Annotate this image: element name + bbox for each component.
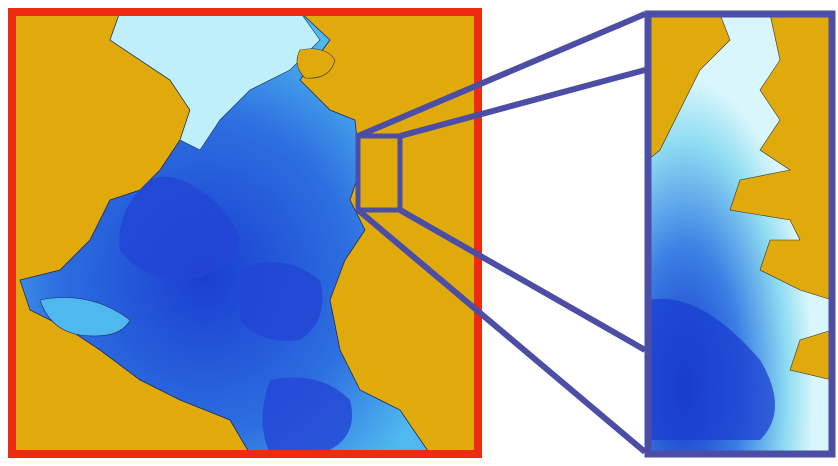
deep-basin-east [240, 262, 323, 341]
connector-line [356, 207, 647, 455]
zoom-indicator [355, 11, 647, 455]
deep-basin-west [119, 176, 240, 280]
inset-land-east [729, 13, 833, 301]
deep-basin-south [262, 377, 352, 454]
connector-line [399, 67, 646, 139]
inset-deep [648, 298, 775, 440]
map-frame [8, 8, 482, 458]
atlantic-map [8, 8, 482, 458]
shelf-north [109, 11, 321, 151]
inset-map [644, 10, 836, 458]
connector-line [398, 207, 647, 353]
caribbean [39, 297, 131, 337]
zoom-box [355, 133, 403, 213]
iceland [296, 48, 336, 79]
connector-line [356, 11, 647, 139]
inset-frame [644, 10, 836, 458]
